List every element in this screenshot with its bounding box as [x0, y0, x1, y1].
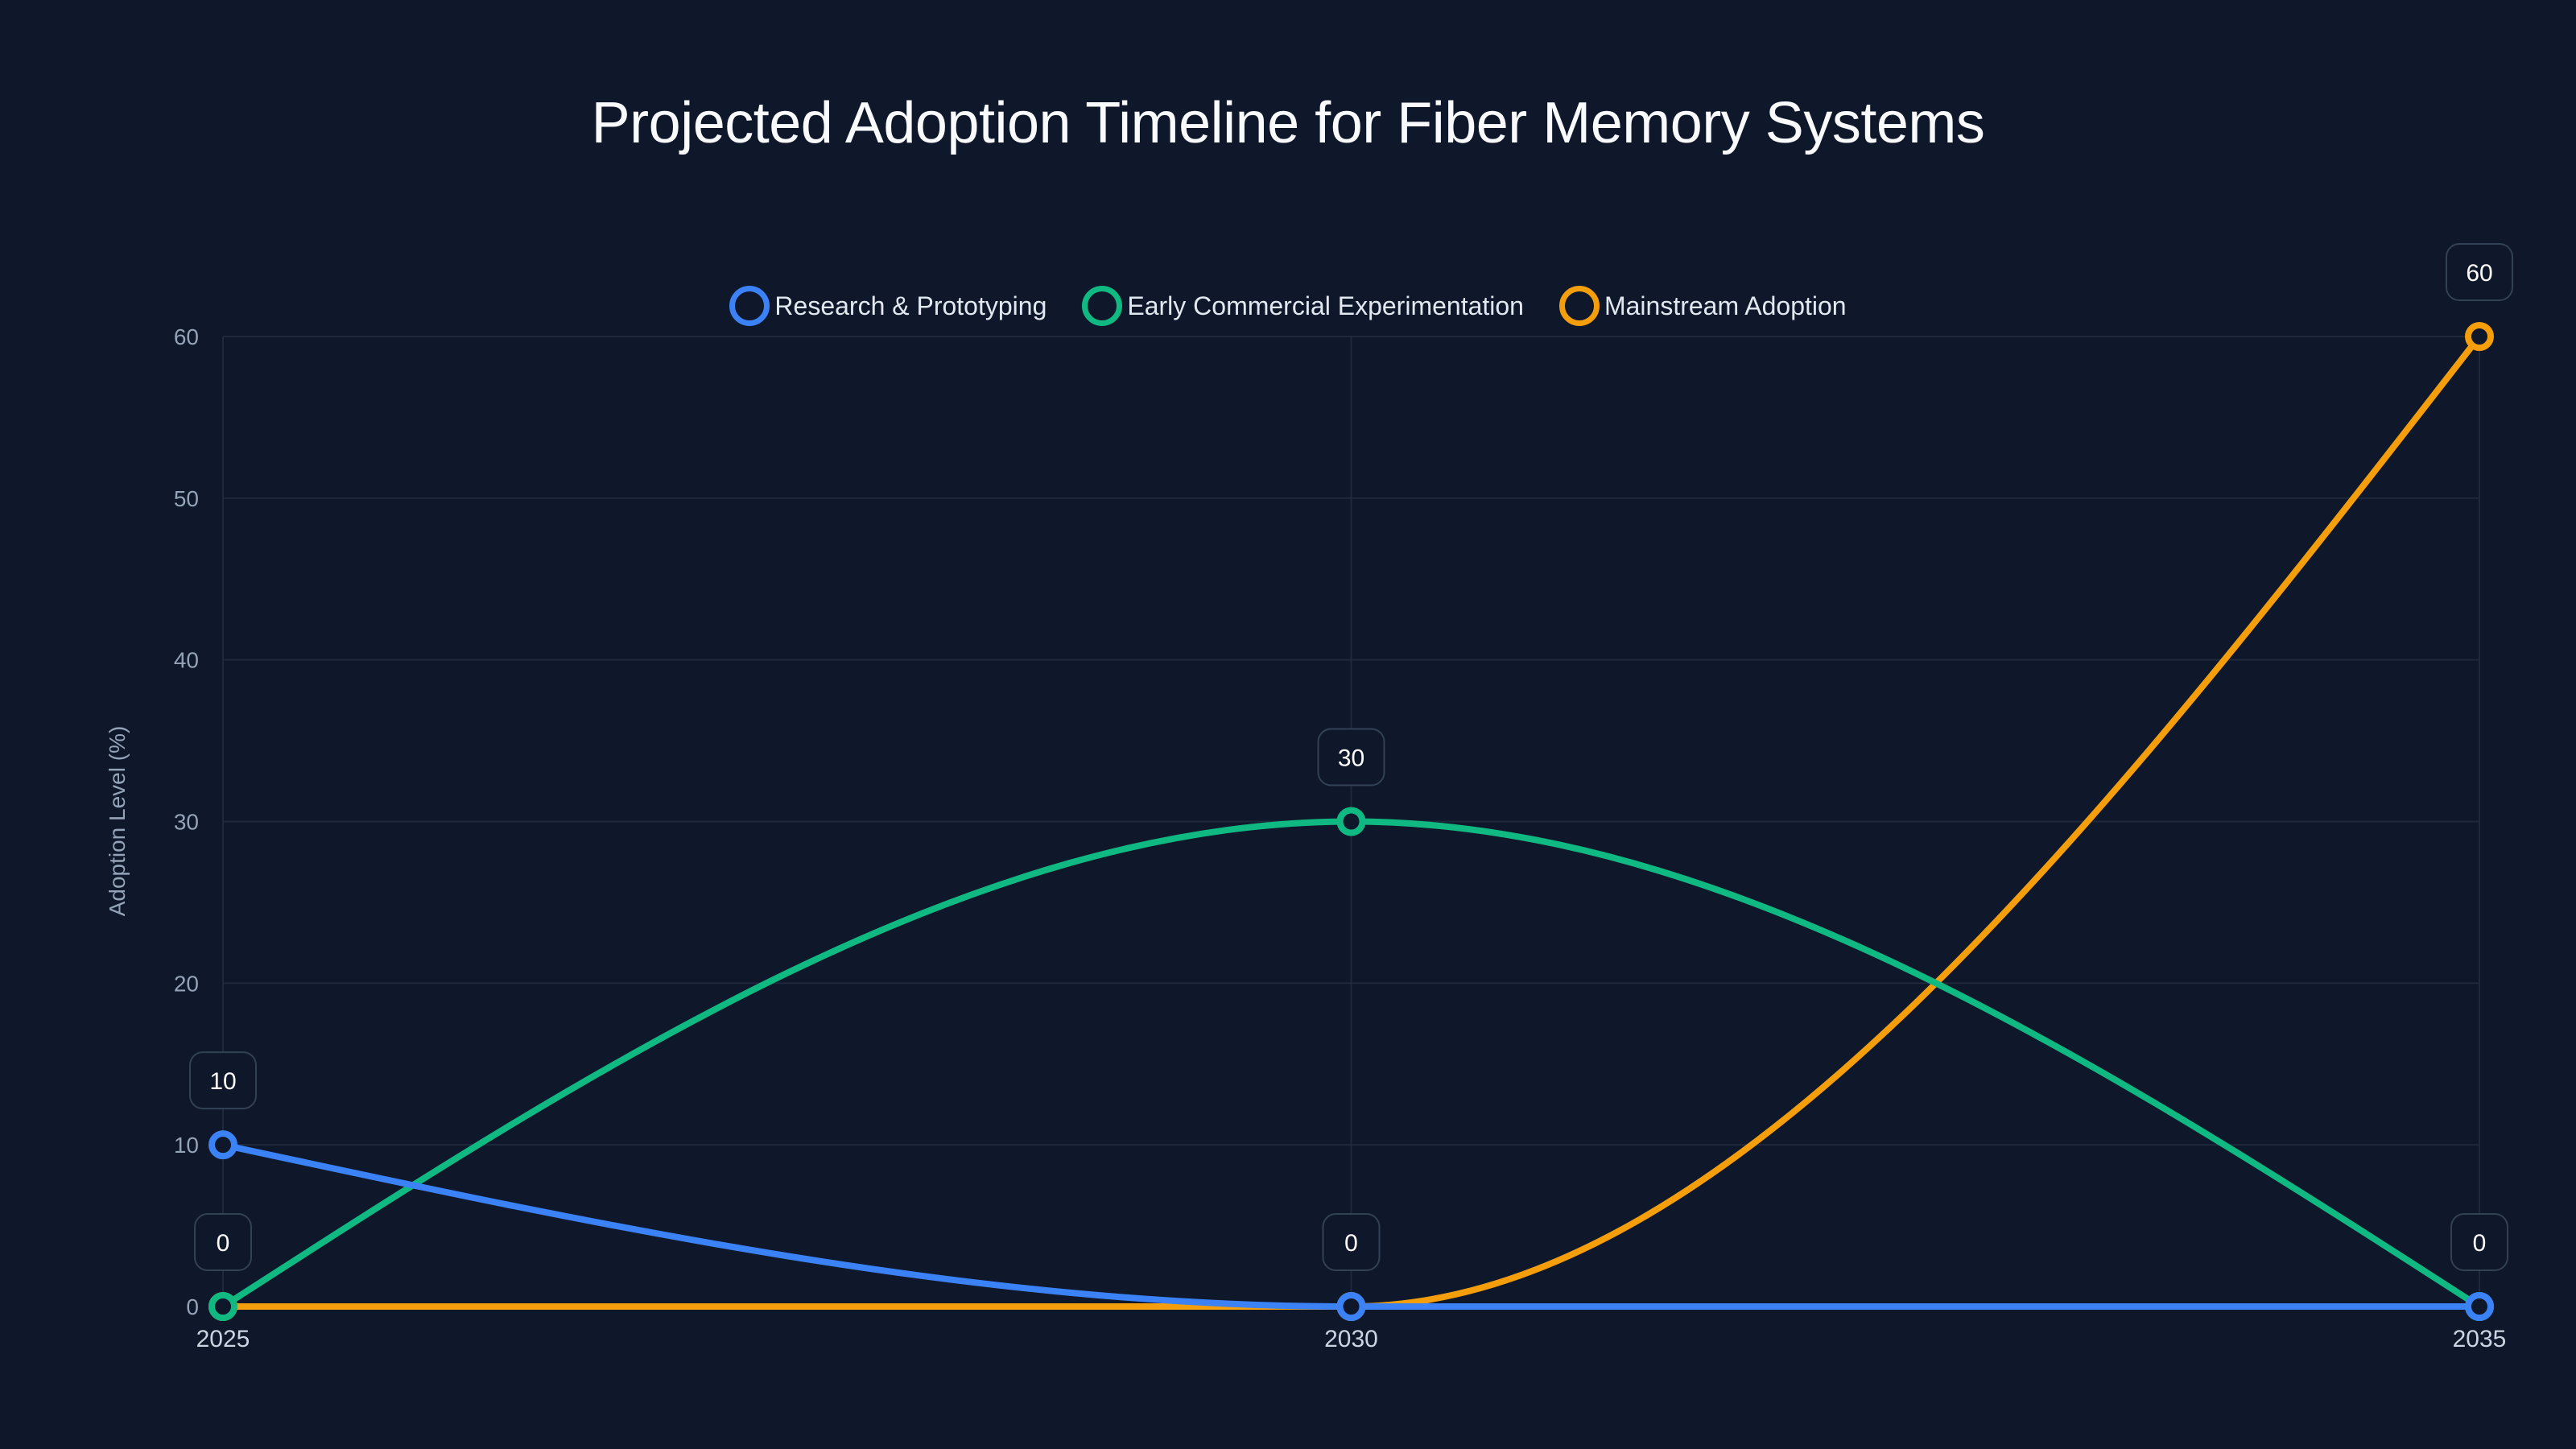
data-label: 10: [189, 1051, 257, 1110]
legend-item-research-prototyping[interactable]: Research & Prototyping: [729, 286, 1046, 326]
legend-item-mainstream-adoption[interactable]: Mainstream Adoption: [1558, 286, 1847, 326]
legend-item-early-commercial[interactable]: Early Commercial Experimentation: [1082, 286, 1524, 326]
data-label-box: [194, 1213, 252, 1271]
data-label-text: 0: [2473, 1230, 2487, 1257]
legend-label: Mainstream Adoption: [1604, 291, 1847, 320]
y-tick-label: 30: [174, 810, 199, 835]
x-axis: 2025 2030 2035: [196, 1326, 2507, 1352]
legend: Research & Prototyping Early Commercial …: [0, 286, 2576, 326]
y-tick-label: 40: [174, 648, 199, 673]
data-label-box: [189, 1051, 257, 1110]
y-tick-label: 50: [174, 486, 199, 511]
data-point-marker: [2465, 1292, 2494, 1321]
data-label: 0: [1322, 1213, 1381, 1271]
data-label: 60: [2446, 243, 2513, 301]
data-label-box: [2450, 1213, 2508, 1271]
legend-label: Early Commercial Experimentation: [1127, 291, 1524, 320]
y-tick-label: 0: [186, 1294, 199, 1319]
chart-title: Projected Adoption Timeline for Fiber Me…: [591, 91, 1985, 155]
data-label-box: [1322, 1213, 1381, 1271]
data-label: 0: [194, 1213, 252, 1271]
y-axis: 0 10 20 30 40 50 60: [174, 324, 199, 1319]
x-tick-label: 2030: [1324, 1326, 1378, 1352]
data-label-text: 60: [2466, 260, 2492, 287]
data-label-text: 30: [1338, 745, 1364, 772]
data-labels: 10 0 30 0 60 0: [189, 243, 2513, 1271]
legend-circle-icon: [729, 286, 770, 326]
x-tick-label: 2025: [196, 1326, 250, 1352]
x-tick-label: 2035: [2453, 1326, 2507, 1352]
data-label-text: 10: [209, 1068, 236, 1095]
data-point-marker: [1336, 1292, 1366, 1321]
data-label-text: 0: [217, 1230, 230, 1257]
legend-circle-icon: [1082, 286, 1123, 326]
data-point-marker: [208, 1130, 237, 1160]
data-label: 30: [1317, 728, 1385, 786]
data-point-marker: [208, 1292, 237, 1321]
series-line: [220, 333, 2483, 1311]
y-tick-label: 20: [174, 971, 199, 996]
data-point-marker: [2465, 322, 2494, 351]
data-label: 0: [2450, 1213, 2508, 1271]
data-label-text: 0: [1344, 1230, 1358, 1257]
data-points: [208, 322, 2494, 1321]
legend-label: Research & Prototyping: [774, 291, 1047, 320]
y-tick-label: 60: [174, 324, 199, 349]
data-label-box: [2446, 243, 2513, 301]
y-tick-label: 10: [174, 1133, 199, 1158]
data-point-marker: [1336, 807, 1366, 836]
y-axis-label: Adoption Level (%): [105, 726, 130, 917]
legend-circle-icon: [1558, 286, 1600, 326]
data-label-box: [1317, 728, 1385, 786]
